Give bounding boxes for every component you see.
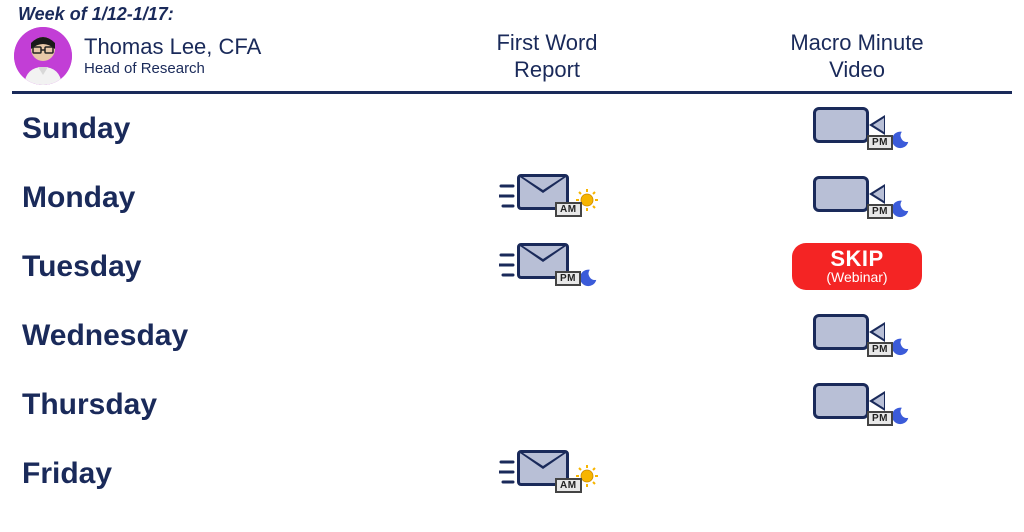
speed-lines-icon <box>499 458 517 493</box>
time-of-day-badge: AM <box>555 202 582 217</box>
day-label: Sunday <box>12 112 392 146</box>
camera-icon: PM <box>809 310 905 362</box>
first-word-cell: PM <box>392 241 702 293</box>
author-name: Thomas Lee, CFA <box>84 34 261 60</box>
avatar <box>14 27 72 85</box>
column-header-macro-minute: Macro Minute Video <box>702 29 1012 84</box>
schedule-page: Week of 1/12-1/17: Thomas Lee, CFA Head … <box>0 0 1024 508</box>
schedule-row: Friday AM <box>12 439 1012 508</box>
day-label: Thursday <box>12 388 392 422</box>
author-cell: Thomas Lee, CFA Head of Research <box>12 27 392 85</box>
week-label: Week of 1/12-1/17: <box>18 4 1012 25</box>
macro-minute-cell: PM <box>702 172 1012 224</box>
schedule-row: Tuesday PM SKIP (Webinar) <box>12 232 1012 301</box>
day-label: Friday <box>12 457 392 491</box>
schedule-row: Thursday PM <box>12 370 1012 439</box>
skip-badge: SKIP (Webinar) <box>792 243 922 291</box>
time-of-day-badge: AM <box>555 478 582 493</box>
day-label: Tuesday <box>12 250 392 284</box>
time-of-day-badge: PM <box>867 204 893 219</box>
header-row: Thomas Lee, CFA Head of Research First W… <box>12 27 1012 94</box>
camera-icon: PM <box>809 172 905 224</box>
author-text: Thomas Lee, CFA Head of Research <box>84 34 261 78</box>
mail-icon: AM <box>499 448 595 500</box>
time-of-day-badge: PM <box>867 411 893 426</box>
time-of-day-badge: PM <box>555 271 581 286</box>
macro-minute-cell: PM <box>702 103 1012 155</box>
day-label: Wednesday <box>12 319 392 353</box>
speed-lines-icon <box>499 251 517 286</box>
macro-minute-cell: PM <box>702 310 1012 362</box>
first-word-cell: AM <box>392 172 702 224</box>
mail-icon: AM <box>499 172 595 224</box>
time-of-day-badge: PM <box>867 342 893 357</box>
author-title: Head of Research <box>84 60 261 78</box>
macro-minute-cell: SKIP (Webinar) <box>702 243 1012 291</box>
rows-container: Sunday PM Monday AM <box>12 94 1012 508</box>
camera-icon: PM <box>809 103 905 155</box>
schedule-row: Monday AM PM <box>12 163 1012 232</box>
mail-icon: PM <box>499 241 595 293</box>
camera-icon: PM <box>809 379 905 431</box>
day-label: Monday <box>12 181 392 215</box>
first-word-cell: AM <box>392 448 702 500</box>
time-of-day-badge: PM <box>867 135 893 150</box>
speed-lines-icon <box>499 182 517 217</box>
skip-main: SKIP <box>792 247 922 270</box>
schedule-row: Sunday PM <box>12 94 1012 163</box>
macro-minute-cell: PM <box>702 379 1012 431</box>
skip-sub: (Webinar) <box>792 270 922 285</box>
column-header-first-word: First Word Report <box>392 29 702 84</box>
schedule-row: Wednesday PM <box>12 301 1012 370</box>
